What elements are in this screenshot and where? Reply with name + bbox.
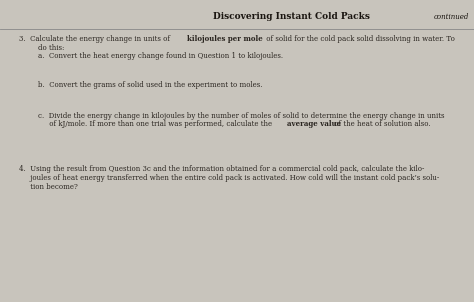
Text: 3.  Calculate the energy change in units of: 3. Calculate the energy change in units … xyxy=(19,35,172,43)
Text: of solid for the cold pack solid dissolving in water. To: of solid for the cold pack solid dissolv… xyxy=(264,35,455,43)
Text: b.  Convert the grams of solid used in the experiment to moles.: b. Convert the grams of solid used in th… xyxy=(38,81,263,89)
Text: c.  Divide the energy change in kilojoules by the number of moles of solid to de: c. Divide the energy change in kilojoule… xyxy=(38,112,445,120)
Text: tion become?: tion become? xyxy=(19,183,78,191)
Text: 4.  Using the result from Question 3c and the information obtained for a commerc: 4. Using the result from Question 3c and… xyxy=(19,165,424,173)
Text: a.  Convert the heat energy change found in Question 1 to kilojoules.: a. Convert the heat energy change found … xyxy=(38,52,283,60)
Text: of the heat of solution also.: of the heat of solution also. xyxy=(332,120,430,128)
Text: average value: average value xyxy=(287,120,341,128)
Text: do this:: do this: xyxy=(38,44,64,52)
Text: joules of heat energy transferred when the entire cold pack is activated. How co: joules of heat energy transferred when t… xyxy=(19,174,439,182)
Text: kilojoules per mole: kilojoules per mole xyxy=(187,35,263,43)
Text: continued: continued xyxy=(434,13,469,21)
Text: of kJ/mole. If more than one trial was performed, calculate the: of kJ/mole. If more than one trial was p… xyxy=(38,120,274,128)
Text: Discovering Instant Cold Packs: Discovering Instant Cold Packs xyxy=(213,12,370,21)
